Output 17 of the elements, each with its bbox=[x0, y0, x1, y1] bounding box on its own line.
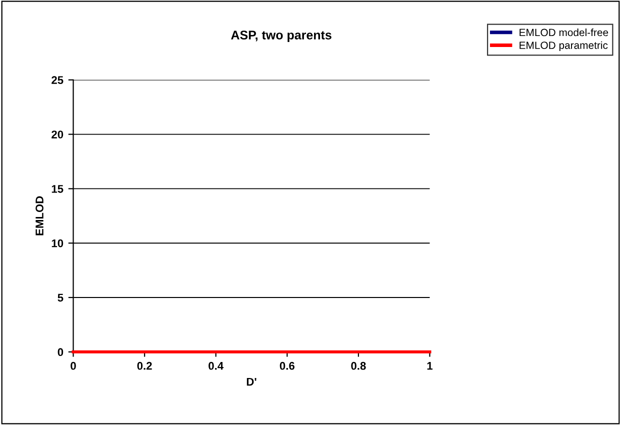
x-tick-label: 0.6 bbox=[280, 362, 294, 370]
x-tick-label: 0.2 bbox=[137, 362, 152, 370]
x-tick-label: 1 bbox=[427, 362, 433, 370]
y-tick-label: 25 bbox=[52, 76, 64, 84]
legend-label: EMLOD model-free bbox=[520, 28, 608, 36]
chart-title: ASP, two parents bbox=[231, 30, 332, 42]
y-tick-label: 15 bbox=[52, 185, 64, 193]
x-axis-title: D' bbox=[246, 378, 256, 386]
legend-label: EMLOD parametric bbox=[520, 41, 608, 52]
x-tick-label: 0.4 bbox=[208, 362, 224, 370]
x-tick-label: 0.8 bbox=[351, 362, 366, 370]
y-tick-label: 20 bbox=[52, 130, 64, 138]
y-axis-title: EMLOD bbox=[36, 196, 44, 236]
x-tick-label: 0 bbox=[70, 362, 76, 370]
y-tick-label: 0 bbox=[58, 348, 64, 356]
y-tick-label: 5 bbox=[58, 294, 64, 302]
y-tick-label: 10 bbox=[52, 239, 64, 248]
